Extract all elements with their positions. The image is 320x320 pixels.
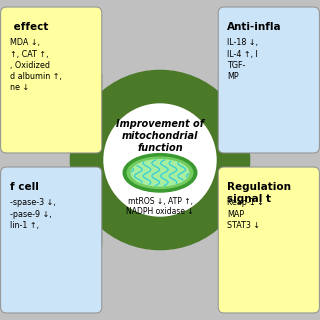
- Text: effect: effect: [10, 22, 48, 32]
- Circle shape: [70, 70, 250, 250]
- Text: -spase-3 ↓,
-pase-9 ↓,
lin-1 ↑,: -spase-3 ↓, -pase-9 ↓, lin-1 ↑,: [10, 198, 55, 230]
- FancyBboxPatch shape: [218, 7, 319, 153]
- Text: Improvement of
mitochondrial
function: Improvement of mitochondrial function: [116, 119, 204, 153]
- FancyBboxPatch shape: [1, 7, 102, 153]
- FancyBboxPatch shape: [86, 74, 101, 93]
- Ellipse shape: [131, 160, 189, 186]
- Circle shape: [104, 104, 216, 216]
- Ellipse shape: [127, 157, 193, 188]
- Text: Keap-1 ↓
MAP
STAT3 ↓: Keap-1 ↓ MAP STAT3 ↓: [227, 198, 264, 230]
- Ellipse shape: [123, 154, 197, 192]
- Text: IL-18 ↓,
IL-4 ↑, I
TGF-
MP: IL-18 ↓, IL-4 ↑, I TGF- MP: [227, 38, 258, 81]
- Text: MDA ↓,
↑, CAT ↑,
, Oxidized
d albumin ↑,
ne ↓: MDA ↓, ↑, CAT ↑, , Oxidized d albumin ↑,…: [10, 38, 61, 92]
- Text: Anti-infla: Anti-infla: [227, 22, 282, 32]
- FancyBboxPatch shape: [219, 227, 234, 246]
- Circle shape: [107, 107, 213, 213]
- FancyBboxPatch shape: [219, 74, 234, 93]
- FancyBboxPatch shape: [1, 167, 102, 313]
- FancyBboxPatch shape: [218, 167, 319, 313]
- Text: f cell: f cell: [10, 182, 38, 192]
- Text: mtROS ↓, ATP ↑,
NADPH oxidase ↓: mtROS ↓, ATP ↑, NADPH oxidase ↓: [126, 197, 194, 216]
- FancyBboxPatch shape: [86, 227, 101, 246]
- Text: Regulation
signal t: Regulation signal t: [227, 182, 291, 204]
